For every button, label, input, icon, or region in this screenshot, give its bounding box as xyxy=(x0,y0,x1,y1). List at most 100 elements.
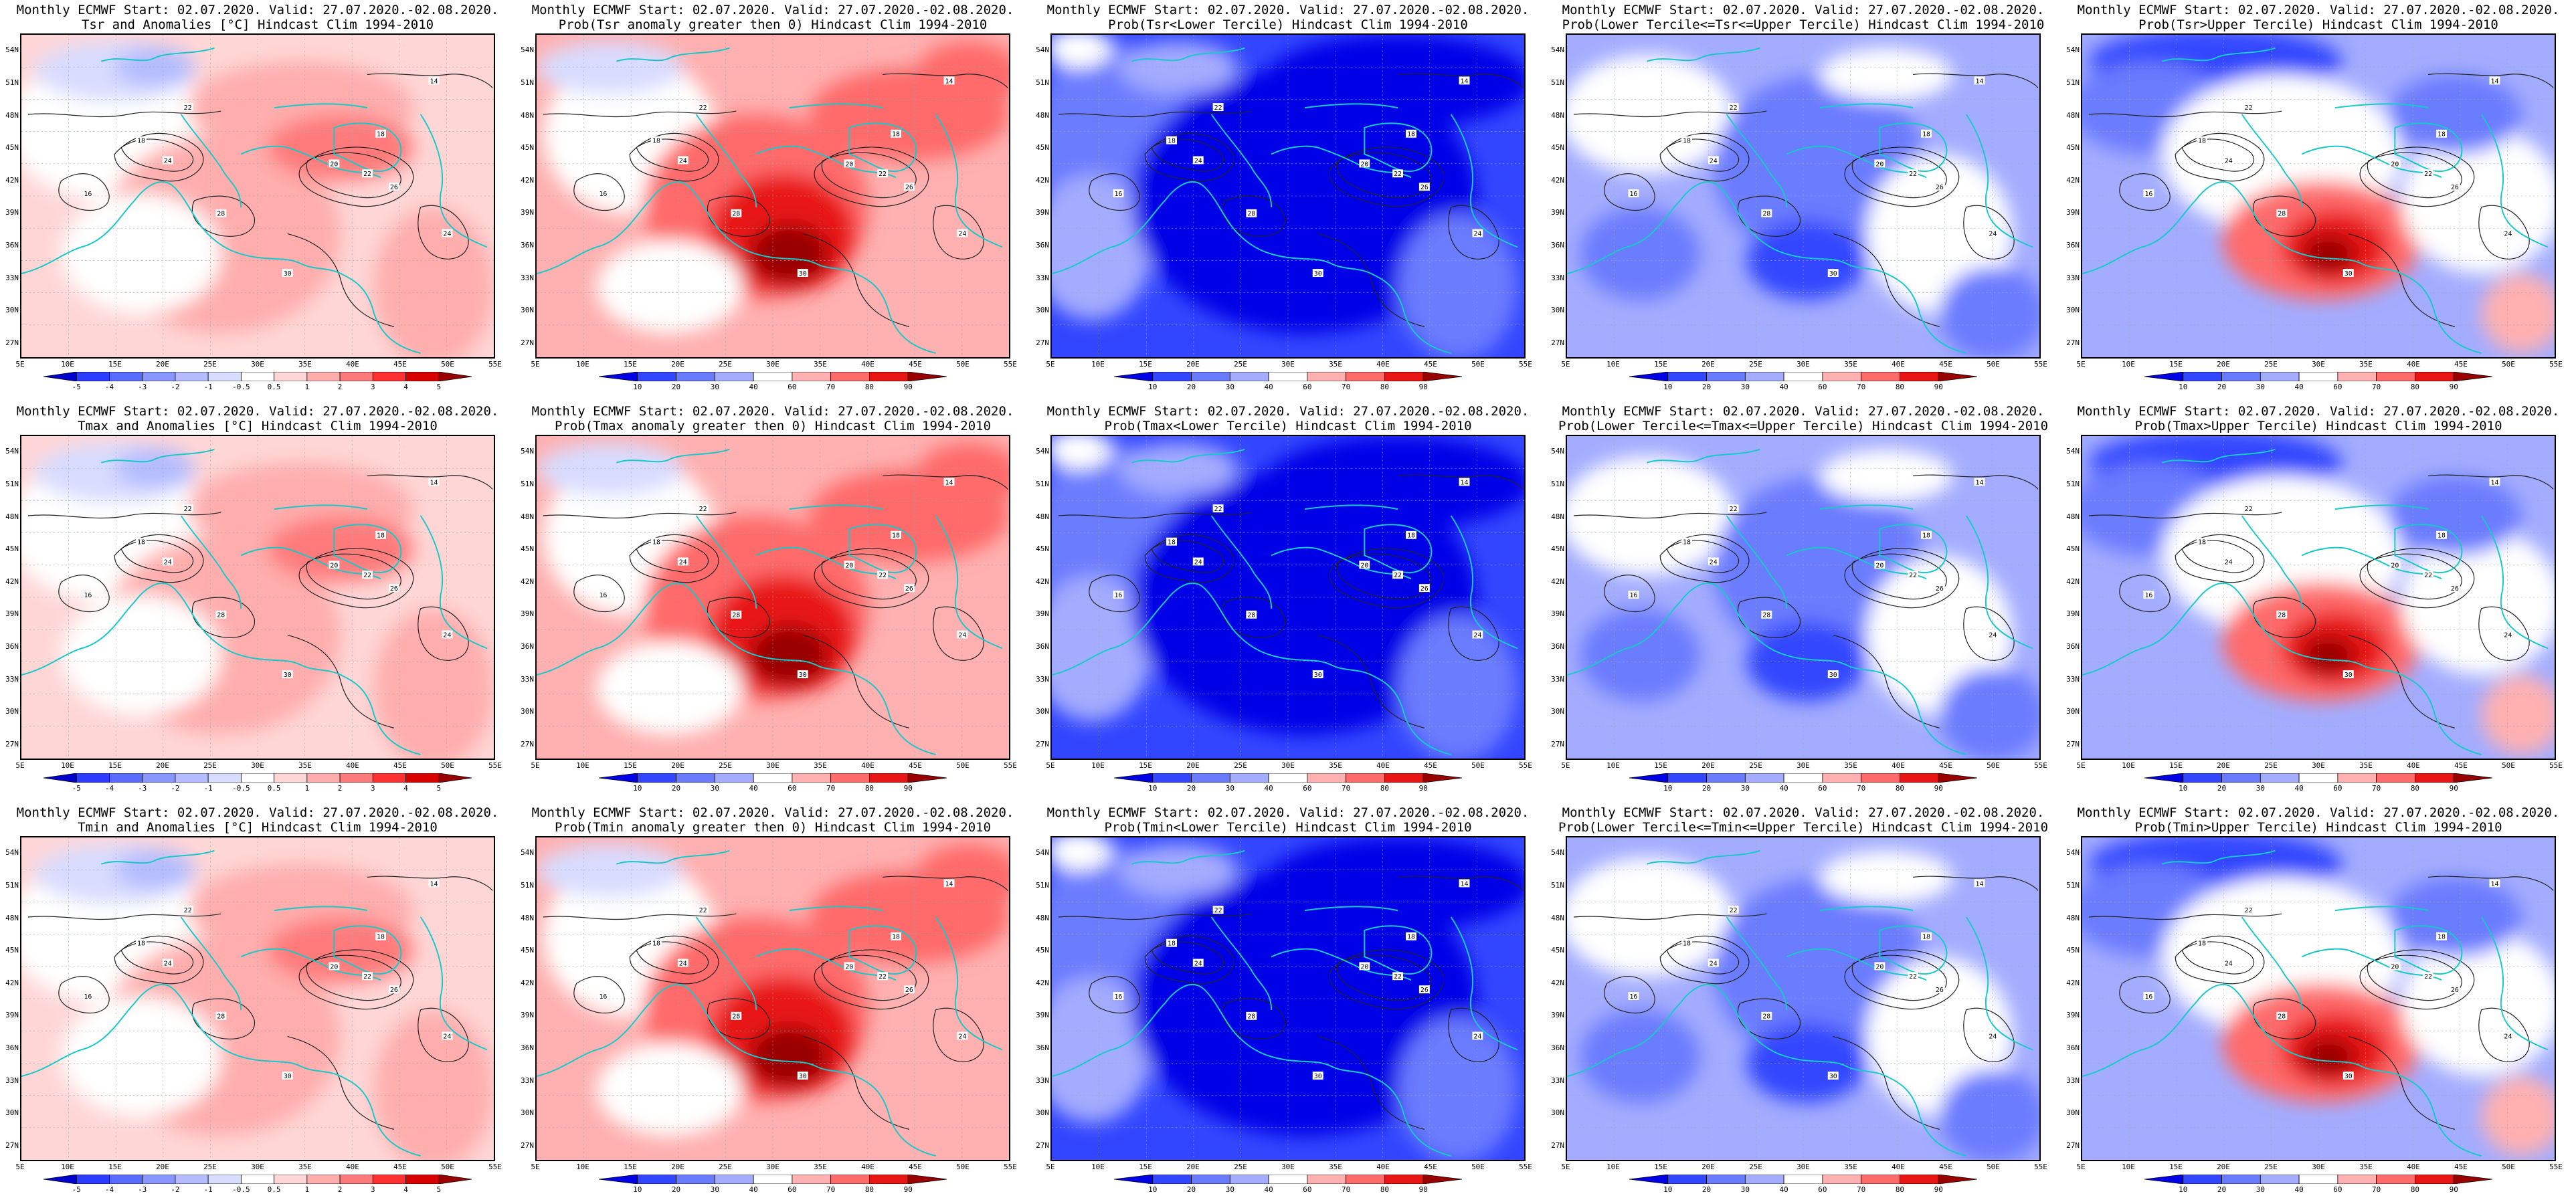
contour-label: 24 xyxy=(1987,630,1999,639)
forecast-map: 18 24 20 22 26 16 28 14 30 24 22 18 xyxy=(1566,33,2041,359)
lon-tick-label: 45E xyxy=(1939,1163,1952,1171)
color-bar-label: -3 xyxy=(138,784,147,793)
lon-tick-label: 40E xyxy=(861,1163,875,1171)
color-bar-swatch xyxy=(1114,1175,1154,1184)
color-bar-label: 20 xyxy=(1186,1185,1196,1194)
contour-label: 18 xyxy=(1406,129,1416,138)
color-bar-label: -0.5 xyxy=(232,784,250,793)
svg-text:16: 16 xyxy=(599,191,607,198)
svg-text:18: 18 xyxy=(137,138,145,145)
contour-label: 24 xyxy=(442,229,453,238)
contour-label: 30 xyxy=(797,269,808,278)
color-bar-label: 30 xyxy=(710,383,719,391)
contour-label: 20 xyxy=(2389,159,2401,168)
contour-label: 14 xyxy=(2489,879,2500,888)
map-panel: Monthly ECMWF Start: 02.07.2020. Valid: … xyxy=(515,803,1030,1204)
lon-tick-label: 15E xyxy=(2169,360,2183,369)
color-bar-swatch xyxy=(1114,372,1154,381)
color-bar-label: 80 xyxy=(2410,1185,2420,1194)
color-bar xyxy=(1629,773,1977,783)
color-bar-label: 40 xyxy=(749,784,758,793)
contour-label: 22 xyxy=(362,972,373,981)
color-bar-swatch xyxy=(207,1175,242,1184)
contour-label: 30 xyxy=(1312,269,1323,278)
lat-tick-label: 33N xyxy=(1551,273,1564,282)
lon-tick-label: 40E xyxy=(346,1163,359,1171)
color-bar-label: 80 xyxy=(864,784,875,793)
panel-title-line2: Prob(Lower Tercile<=Tmin<=Upper Tercile)… xyxy=(1558,820,2049,835)
color-bar-swatch xyxy=(306,773,341,783)
color-bar-swatch xyxy=(43,1175,77,1184)
contour-label: 24 xyxy=(957,1031,968,1041)
contour-label: 22 xyxy=(2243,906,2254,914)
lat-tick-label: 30N xyxy=(1551,707,1564,716)
svg-text:24: 24 xyxy=(443,1033,451,1041)
svg-text:24: 24 xyxy=(1989,1033,1997,1041)
lon-tick-label: 40E xyxy=(1376,761,1390,770)
panel-title-line2: Prob(Tsr anomaly greater then 0) Hindcas… xyxy=(558,17,988,32)
lon-tick-label: 50E xyxy=(1987,1163,2000,1171)
svg-text:24: 24 xyxy=(679,960,687,967)
lon-tick-label: 10E xyxy=(2122,1163,2135,1171)
color-bar-swatch xyxy=(1307,372,1347,381)
lon-tick-label: 40E xyxy=(1892,1163,1905,1171)
map-panel: Monthly ECMWF Start: 02.07.2020. Valid: … xyxy=(2061,401,2576,803)
svg-text:28: 28 xyxy=(1762,612,1770,619)
svg-text:18: 18 xyxy=(652,940,660,948)
color-bar-swatch xyxy=(2337,372,2377,381)
contour-label: 24 xyxy=(1472,1031,1483,1041)
svg-text:22: 22 xyxy=(1394,973,1402,981)
color-bar xyxy=(43,1175,472,1184)
svg-text:14: 14 xyxy=(945,78,953,85)
contour-label: 22 xyxy=(182,906,193,914)
color-bar-label: 30 xyxy=(1225,1185,1234,1194)
contour-label: 20 xyxy=(2389,962,2401,971)
color-bar-swatch xyxy=(2453,773,2492,783)
color-bar-swatch xyxy=(175,773,209,783)
contour-label: 18 xyxy=(1406,530,1416,540)
color-bar-swatch xyxy=(869,372,909,381)
svg-text:18: 18 xyxy=(2437,532,2446,540)
lat-tick-label: 33N xyxy=(5,273,19,282)
color-bar-label: 5 xyxy=(436,784,442,793)
lat-tick-label: 36N xyxy=(5,641,19,651)
svg-text:22: 22 xyxy=(363,171,371,178)
panel-title-line1: Monthly ECMWF Start: 02.07.2020. Valid: … xyxy=(1046,404,1530,419)
map-panel: Monthly ECMWF Start: 02.07.2020. Valid: … xyxy=(0,401,515,803)
color-bar-label: 70 xyxy=(1857,383,1866,391)
svg-text:22: 22 xyxy=(363,973,371,981)
lon-tick-label: 5E xyxy=(2076,1163,2086,1171)
lon-tick-label: 10E xyxy=(576,761,589,770)
color-bar-swatch xyxy=(1744,773,1784,783)
contour-label: 20 xyxy=(329,159,340,168)
color-bar-swatch xyxy=(438,1175,472,1184)
svg-text:16: 16 xyxy=(84,993,92,1001)
contour-label: 28 xyxy=(1246,1011,1257,1021)
svg-text:26: 26 xyxy=(390,987,398,994)
color-bar-swatch xyxy=(1229,1175,1269,1184)
color-bar-label: 80 xyxy=(1895,1185,1905,1194)
color-bar-label: 10 xyxy=(1148,1185,1158,1194)
color-bar-swatch xyxy=(405,773,440,783)
contour-label: 28 xyxy=(1246,610,1257,619)
lat-tick-label: 33N xyxy=(5,674,19,684)
color-bar-label: 20 xyxy=(2217,383,2227,391)
lat-tick-label: 42N xyxy=(1551,978,1564,987)
color-bar-swatch xyxy=(1268,1175,1308,1184)
color-bar xyxy=(599,1175,947,1184)
contour-label: 20 xyxy=(844,561,855,569)
svg-text:14: 14 xyxy=(945,479,953,486)
contour-label: 20 xyxy=(844,159,855,168)
lat-tick-label: 39N xyxy=(1551,609,1564,619)
lon-tick-label: 40E xyxy=(1892,761,1905,770)
color-bar-swatch xyxy=(753,1175,793,1184)
lon-tick-label: 50E xyxy=(1471,360,1485,369)
svg-text:28: 28 xyxy=(732,612,740,619)
lat-tick-label: 39N xyxy=(521,609,534,619)
contour-label: 24 xyxy=(957,229,968,238)
lat-tick-label: 51N xyxy=(1551,880,1564,890)
color-bar-swatch xyxy=(1744,372,1784,381)
color-bar-label: 3 xyxy=(370,1185,375,1194)
contour-label: 14 xyxy=(1459,879,1470,888)
panel-title-line1: Monthly ECMWF Start: 02.07.2020. Valid: … xyxy=(16,3,499,17)
